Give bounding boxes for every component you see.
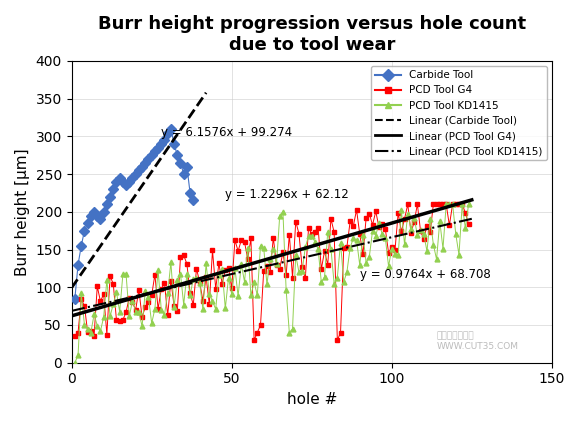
Carbide Tool <box>135 168 142 173</box>
Carbide Tool <box>164 130 171 135</box>
PCD Tool KD1415 <box>244 245 251 250</box>
Carbide Tool <box>97 217 104 222</box>
Text: y = 0.9764x + 68.708: y = 0.9764x + 68.708 <box>360 268 491 281</box>
Carbide Tool <box>155 145 162 150</box>
Carbide Tool <box>88 213 95 218</box>
Carbide Tool <box>132 172 139 177</box>
Text: y = 1.2296x + 62.12: y = 1.2296x + 62.12 <box>225 188 349 201</box>
Carbide Tool <box>113 179 120 184</box>
PCD Tool KD1415 <box>145 294 152 299</box>
Linear (Carbide Tool) <box>68 285 75 290</box>
Carbide Tool <box>148 153 155 158</box>
Carbide Tool <box>174 153 181 158</box>
Y-axis label: Burr height [µm]: Burr height [µm] <box>15 148 30 276</box>
Linear (Carbide Tool) <box>202 90 209 95</box>
Title: Burr height progression versus hole count
due to tool wear: Burr height progression versus hole coun… <box>97 15 526 54</box>
Carbide Tool <box>129 175 136 180</box>
PCD Tool G4 <box>97 299 104 304</box>
Carbide Tool <box>139 164 146 169</box>
PCD Tool G4 <box>404 202 411 207</box>
Carbide Tool <box>119 179 126 184</box>
PCD Tool KD1415 <box>75 353 82 358</box>
PCD Tool G4 <box>71 334 78 339</box>
Carbide Tool <box>100 209 107 214</box>
PCD Tool KD1415 <box>443 202 450 207</box>
Carbide Tool <box>90 209 97 214</box>
Carbide Tool <box>122 183 129 188</box>
PCD Tool G4 <box>251 338 258 343</box>
PCD Tool G4 <box>75 330 82 335</box>
Carbide Tool <box>161 138 168 143</box>
Carbide Tool <box>81 228 88 233</box>
Carbide Tool <box>78 243 85 248</box>
PCD Tool KD1415 <box>299 268 306 273</box>
Carbide Tool <box>94 213 101 218</box>
Carbide Tool <box>168 126 175 131</box>
PCD Tool KD1415 <box>97 328 104 333</box>
Line: Carbide Tool: Carbide Tool <box>71 125 197 302</box>
Carbide Tool <box>126 179 133 184</box>
Carbide Tool <box>190 198 197 203</box>
PCD Tool KD1415 <box>465 202 472 207</box>
PCD Tool G4 <box>145 299 152 304</box>
Carbide Tool <box>183 164 190 169</box>
PCD Tool G4 <box>465 222 472 227</box>
Carbide Tool <box>103 202 110 207</box>
Carbide Tool <box>71 296 78 301</box>
Carbide Tool <box>116 175 123 180</box>
Carbide Tool <box>142 160 148 165</box>
Text: 中国刀具商务网
WWW.CUT35.COM: 中国刀具商务网 WWW.CUT35.COM <box>437 331 519 351</box>
PCD Tool G4 <box>244 257 251 262</box>
Line: PCD Tool KD1415: PCD Tool KD1415 <box>72 202 471 365</box>
X-axis label: hole #: hole # <box>287 392 337 407</box>
Text: y = 6.1576x + 99.274: y = 6.1576x + 99.274 <box>161 126 292 139</box>
PCD Tool G4 <box>302 276 309 281</box>
Carbide Tool <box>84 221 91 226</box>
Carbide Tool <box>180 172 187 177</box>
Carbide Tool <box>171 141 177 146</box>
PCD Tool G4 <box>187 291 194 296</box>
Carbide Tool <box>187 190 194 195</box>
Legend: Carbide Tool, PCD Tool G4, PCD Tool KD1415, Linear (Carbide Tool), Linear (PCD T: Carbide Tool, PCD Tool G4, PCD Tool KD14… <box>371 66 546 160</box>
PCD Tool KD1415 <box>71 360 78 365</box>
Carbide Tool <box>75 262 82 267</box>
Carbide Tool <box>151 149 158 154</box>
Carbide Tool <box>110 187 117 192</box>
PCD Tool KD1415 <box>187 293 194 298</box>
Carbide Tool <box>107 194 114 199</box>
Carbide Tool <box>145 157 152 162</box>
Carbide Tool <box>158 141 165 146</box>
Line: PCD Tool G4: PCD Tool G4 <box>72 202 471 343</box>
Carbide Tool <box>177 160 184 165</box>
Line: Linear (Carbide Tool): Linear (Carbide Tool) <box>72 93 206 288</box>
